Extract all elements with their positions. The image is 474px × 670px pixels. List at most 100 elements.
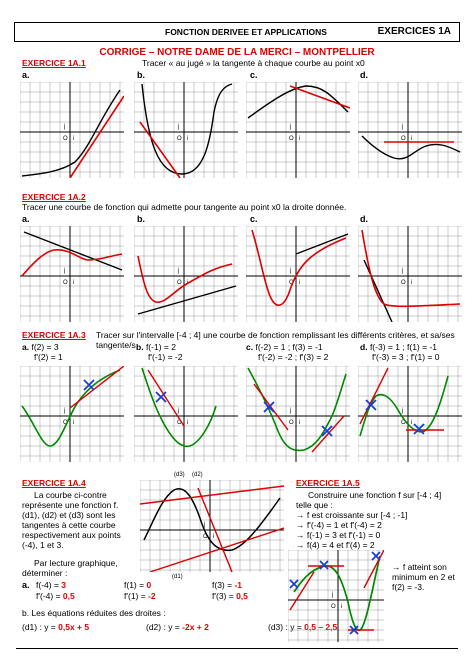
ex1a3-b-l1: f(-1) = 2 — [145, 342, 176, 352]
axis-label-i: i — [299, 280, 300, 286]
ex1a3-a-l2: f'(2) = 1 — [34, 352, 63, 362]
curve — [359, 375, 449, 437]
axis-label-j: j — [177, 124, 179, 130]
axis-label-i: i — [341, 604, 342, 610]
graph-1a4: Oj i — [140, 480, 284, 572]
page-header: FONCTION DERIVEE ET APPLICATIONS EXERCIC… — [14, 22, 460, 42]
ex1a3-label-b: b. — [136, 342, 144, 352]
ex1a1-title: EXERCICE 1A.1 — [22, 58, 86, 68]
tangent-line — [69, 95, 124, 178]
ex1a4-paragraph-2: Par lecture graphique, déterminer : — [22, 558, 136, 578]
axis-label-o: O — [401, 420, 406, 426]
ex1a3-label-a: a. — [22, 342, 30, 352]
ex1a4-v0: 3 — [61, 580, 67, 590]
graph-1a2-d: Oj i — [358, 226, 462, 322]
axis-label-i: i — [411, 136, 412, 142]
point-marker-1 — [365, 399, 377, 411]
ex1a4-answer-0: f(-4) = 3 — [36, 580, 66, 590]
axis-label-i: i — [73, 280, 74, 286]
ex1a4-q1: f(1) = — [124, 580, 147, 590]
graph-1a2-b: Oji — [134, 226, 238, 322]
ex1a2-title: EXERCICE 1A.2 — [22, 192, 86, 202]
ex1a3-b-l2: f'(-1) = -2 — [148, 352, 183, 362]
ex1a4-answer-2: f(3) = -1 — [212, 580, 242, 590]
footer-rule — [16, 648, 458, 649]
curve — [21, 369, 121, 447]
ex1a4-p2-0: Par lecture graphique, — [34, 558, 118, 568]
axis-label-o: O — [63, 420, 68, 426]
graph-1a1-a: Oj i — [20, 82, 124, 178]
tangent-line-2 — [311, 415, 345, 453]
curve — [293, 555, 381, 632]
graph-1a5: Oj i — [288, 550, 384, 642]
axis-label-j: j — [63, 268, 65, 274]
ex1a4-eq2-v: 0,5 – 2,5 — [304, 622, 338, 632]
ex1a4-label-d3: (d3) — [174, 472, 185, 478]
ex1a3-criteria-a: a. f(2) = 3 f'(2) = 1 — [22, 342, 63, 362]
point-marker-4 — [371, 551, 381, 561]
header-exercises: EXERCICES 1A — [377, 26, 451, 37]
point-marker — [155, 391, 167, 403]
ex1a5-side-0: → f atteint son — [392, 562, 447, 572]
ex1a4-part-b: b. Les équations réduites des droites : — [22, 608, 166, 618]
given-line — [363, 259, 393, 322]
ex1a3-label-d: d. — [360, 342, 368, 352]
ex1a5-side-1: minimum en 2 et — [392, 572, 455, 582]
ex1a5-line-1: telle que : — [296, 500, 333, 510]
tangent-d1 — [140, 485, 284, 505]
axis-label-i: i — [187, 136, 188, 142]
axis-label-o: O — [177, 420, 182, 426]
point-marker-2 — [321, 425, 333, 437]
ex1a4-answer-3: f'(-4) = 0,5 — [36, 591, 75, 601]
axis-label-j: j — [289, 408, 291, 414]
curve — [143, 488, 281, 552]
tangent-d3 — [149, 527, 284, 572]
axis-label-j: j — [177, 408, 179, 414]
tangent-d2 — [197, 487, 233, 572]
ex1a4-q3: f'(-4) = — [36, 591, 63, 601]
axis-label-o: O — [63, 136, 68, 142]
axis-label-o: O — [289, 136, 294, 142]
ex1a4-label-d2: (d2) — [192, 472, 203, 478]
ex1a5-side-2: f(2) = -3. — [392, 582, 425, 592]
point-marker — [83, 379, 95, 391]
ex1a4-p1-1: représente une fonction f. — [22, 500, 119, 510]
ex1a4-label-d1: (d1) — [172, 574, 183, 580]
given-line — [137, 285, 237, 315]
header-title: FONCTION DERIVEE ET APPLICATIONS — [165, 27, 327, 37]
axis-label-o: O — [401, 280, 406, 286]
axis-label-i: i — [411, 280, 412, 286]
corrige-title: CORRIGE – NOTRE DAME DE LA MERCI – MONTP… — [99, 47, 375, 58]
curve — [141, 83, 233, 175]
axis-label-j: j — [203, 522, 205, 528]
ex1a5-criteria: Construire une fonction f sur [-4 ; 4] t… — [296, 490, 456, 550]
tangent-end — [363, 550, 384, 589]
ex1a3-c-l2: f'(-2) = -2 ; f'(3) = 2 — [258, 352, 329, 362]
tangent-line — [69, 366, 124, 409]
axis-label-i: i — [299, 420, 300, 426]
axis-label-i: i — [299, 136, 300, 142]
ex1a2-label-c: c. — [250, 214, 258, 224]
ex1a4-p1-5: (-4), 1 et 3. — [22, 540, 64, 550]
ex1a1-instruction: Tracer « au jugé » la tangente à chaque … — [142, 58, 365, 68]
graph-1a3-d: Oj i — [358, 366, 462, 462]
axis-label-o: O — [401, 136, 406, 142]
given-line — [23, 231, 123, 271]
ex1a3-d-l1: f(-3) = 1 ; f(1) = -1 — [369, 342, 438, 352]
ex1a2-label-a: a. — [22, 214, 30, 224]
graph-1a2-a: Oj i — [20, 226, 124, 322]
axis-label-i: i — [411, 420, 412, 426]
graph-1a1-c: Oj i — [246, 82, 350, 178]
axis-label-j: j — [331, 592, 333, 598]
ex1a4-q2: f(3) = — [212, 580, 235, 590]
ex1a4-v4: -2 — [148, 591, 156, 601]
ex1a4-answer-5: f'(3) = 0,5 — [212, 591, 248, 601]
tangent-line — [147, 369, 185, 427]
point-marker-1 — [289, 579, 299, 589]
ex1a4-answer-4: f'(1) = -2 — [124, 591, 156, 601]
axis-label-i: i — [213, 534, 214, 540]
ex1a4-eq-0: (d1) : y = 0,5x + 5 — [22, 622, 89, 632]
ex1a1-label-b: b. — [137, 70, 145, 80]
axis-label-i: i — [73, 136, 74, 142]
